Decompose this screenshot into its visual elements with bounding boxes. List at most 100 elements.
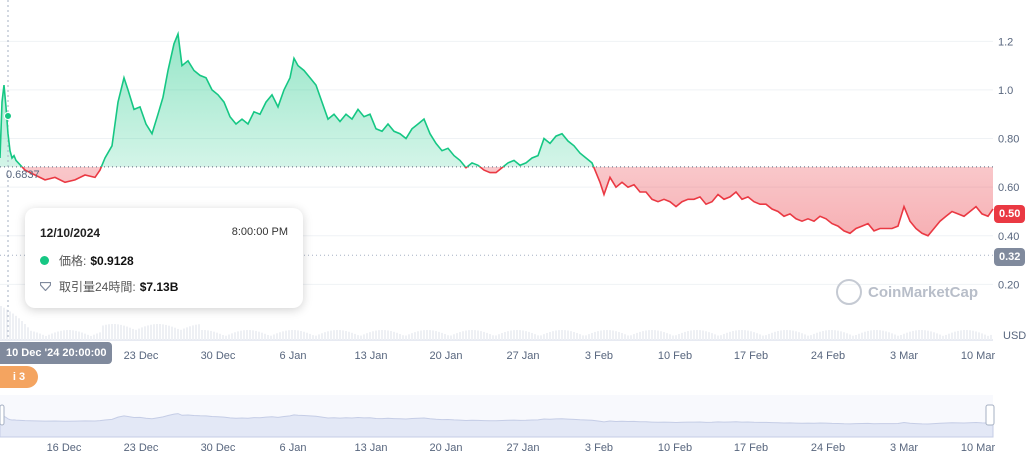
volume-bar bbox=[546, 333, 548, 340]
volume-bar bbox=[576, 333, 578, 340]
volume-bar bbox=[78, 331, 80, 340]
volume-bar bbox=[300, 330, 302, 340]
volume-bar bbox=[3, 307, 5, 340]
volume-bar bbox=[150, 324, 152, 340]
navigator-handle-left[interactable] bbox=[0, 404, 5, 426]
low-price-badge: 0.32 bbox=[994, 248, 1026, 266]
x-tick-label: 23 Dec bbox=[124, 350, 159, 362]
current-price-badge: 0.50 bbox=[994, 205, 1026, 223]
volume-bar bbox=[114, 324, 116, 340]
volume-bar bbox=[660, 331, 662, 340]
volume-bar bbox=[714, 334, 716, 340]
y-tick-label: 0.20 bbox=[998, 279, 1019, 291]
volume-bar bbox=[63, 330, 65, 340]
volume-bar bbox=[549, 331, 551, 340]
volume-bar bbox=[195, 324, 197, 340]
x-tick-label: 10 Feb bbox=[658, 350, 692, 362]
events-button[interactable]: i 3 bbox=[0, 366, 38, 388]
volume-bar bbox=[687, 331, 689, 340]
navigator-tick-label: 6 Jan bbox=[280, 442, 307, 454]
volume-bar bbox=[228, 334, 230, 340]
volume-bar bbox=[0, 306, 2, 340]
volume-bar bbox=[858, 333, 860, 340]
volume-bar bbox=[627, 335, 629, 340]
volume-bar bbox=[594, 331, 596, 340]
volume-bar bbox=[726, 332, 728, 340]
volume-bar bbox=[921, 330, 923, 340]
volume-bar bbox=[567, 330, 569, 340]
volume-bar bbox=[183, 328, 185, 340]
volume-bar bbox=[528, 331, 530, 340]
volume-bar bbox=[891, 333, 893, 340]
volume-bar bbox=[51, 333, 53, 340]
volume-bar bbox=[18, 318, 20, 340]
volume-bar bbox=[750, 331, 752, 340]
volume-bar bbox=[816, 332, 818, 340]
x-tick-label: 20 Jan bbox=[429, 350, 462, 362]
navigator-handle-right[interactable] bbox=[985, 404, 995, 426]
volume-bar bbox=[669, 334, 671, 340]
volume-bar bbox=[396, 332, 398, 340]
volume-bar bbox=[915, 330, 917, 340]
volume-bar bbox=[360, 335, 362, 340]
volume-bar bbox=[633, 334, 635, 340]
volume-bar bbox=[390, 331, 392, 340]
volume-bar bbox=[843, 332, 845, 340]
volume-bar bbox=[378, 330, 380, 340]
volume-bar bbox=[837, 330, 839, 340]
volume-bar bbox=[516, 330, 518, 340]
volume-bar bbox=[84, 333, 86, 340]
tooltip-volume-value: $7.13B bbox=[139, 279, 179, 294]
volume-bar bbox=[30, 330, 32, 340]
volume-bar bbox=[534, 334, 536, 340]
volume-bar bbox=[741, 330, 743, 340]
volume-bar bbox=[906, 332, 908, 340]
volume-bar bbox=[711, 333, 713, 340]
volume-bar bbox=[162, 324, 164, 340]
volume-bar bbox=[870, 330, 872, 340]
volume-bar bbox=[459, 332, 461, 340]
volume-bar bbox=[954, 331, 956, 340]
volume-bar bbox=[324, 332, 326, 340]
volume-bar bbox=[504, 332, 506, 340]
volume-bar bbox=[90, 335, 92, 340]
volume-bar bbox=[354, 333, 356, 340]
volume-bar bbox=[123, 325, 125, 340]
volume-bar bbox=[444, 334, 446, 340]
volume-bar bbox=[96, 333, 98, 340]
volume-bar bbox=[612, 330, 614, 340]
volume-bar bbox=[258, 331, 260, 340]
volume-bar bbox=[795, 331, 797, 340]
volume-bar bbox=[678, 334, 680, 340]
volume-bar bbox=[339, 330, 341, 340]
volume-bar bbox=[102, 325, 104, 340]
volume-bar bbox=[426, 330, 428, 340]
volume-bar bbox=[363, 334, 365, 340]
volume-bar bbox=[945, 334, 947, 340]
y-tick-label: 0.60 bbox=[998, 182, 1019, 194]
volume-bar bbox=[15, 315, 17, 340]
volume-bar bbox=[579, 334, 581, 340]
volume-bar bbox=[822, 330, 824, 340]
volume-bar bbox=[291, 330, 293, 340]
volume-bar bbox=[117, 324, 119, 340]
navigator-tick-label: 3 Mar bbox=[890, 442, 918, 454]
volume-bar bbox=[375, 330, 377, 340]
volume-bar bbox=[939, 334, 941, 340]
volume-bar bbox=[690, 330, 692, 340]
volume-bar bbox=[417, 331, 419, 340]
volume-bar bbox=[654, 330, 656, 340]
volume-bar bbox=[930, 331, 932, 340]
volume-bar bbox=[276, 333, 278, 340]
volume-bar bbox=[327, 331, 329, 340]
volume-bar bbox=[738, 330, 740, 340]
volume-bar bbox=[747, 330, 749, 340]
volume-bar bbox=[984, 334, 986, 340]
volume-bar bbox=[606, 330, 608, 340]
volume-bar bbox=[270, 335, 272, 340]
tooltip-price-label: 価格: bbox=[59, 254, 87, 268]
volume-shield-icon bbox=[40, 282, 51, 291]
volume-bar bbox=[924, 330, 926, 340]
volume-bar bbox=[735, 330, 737, 340]
volume-bar bbox=[75, 330, 77, 340]
